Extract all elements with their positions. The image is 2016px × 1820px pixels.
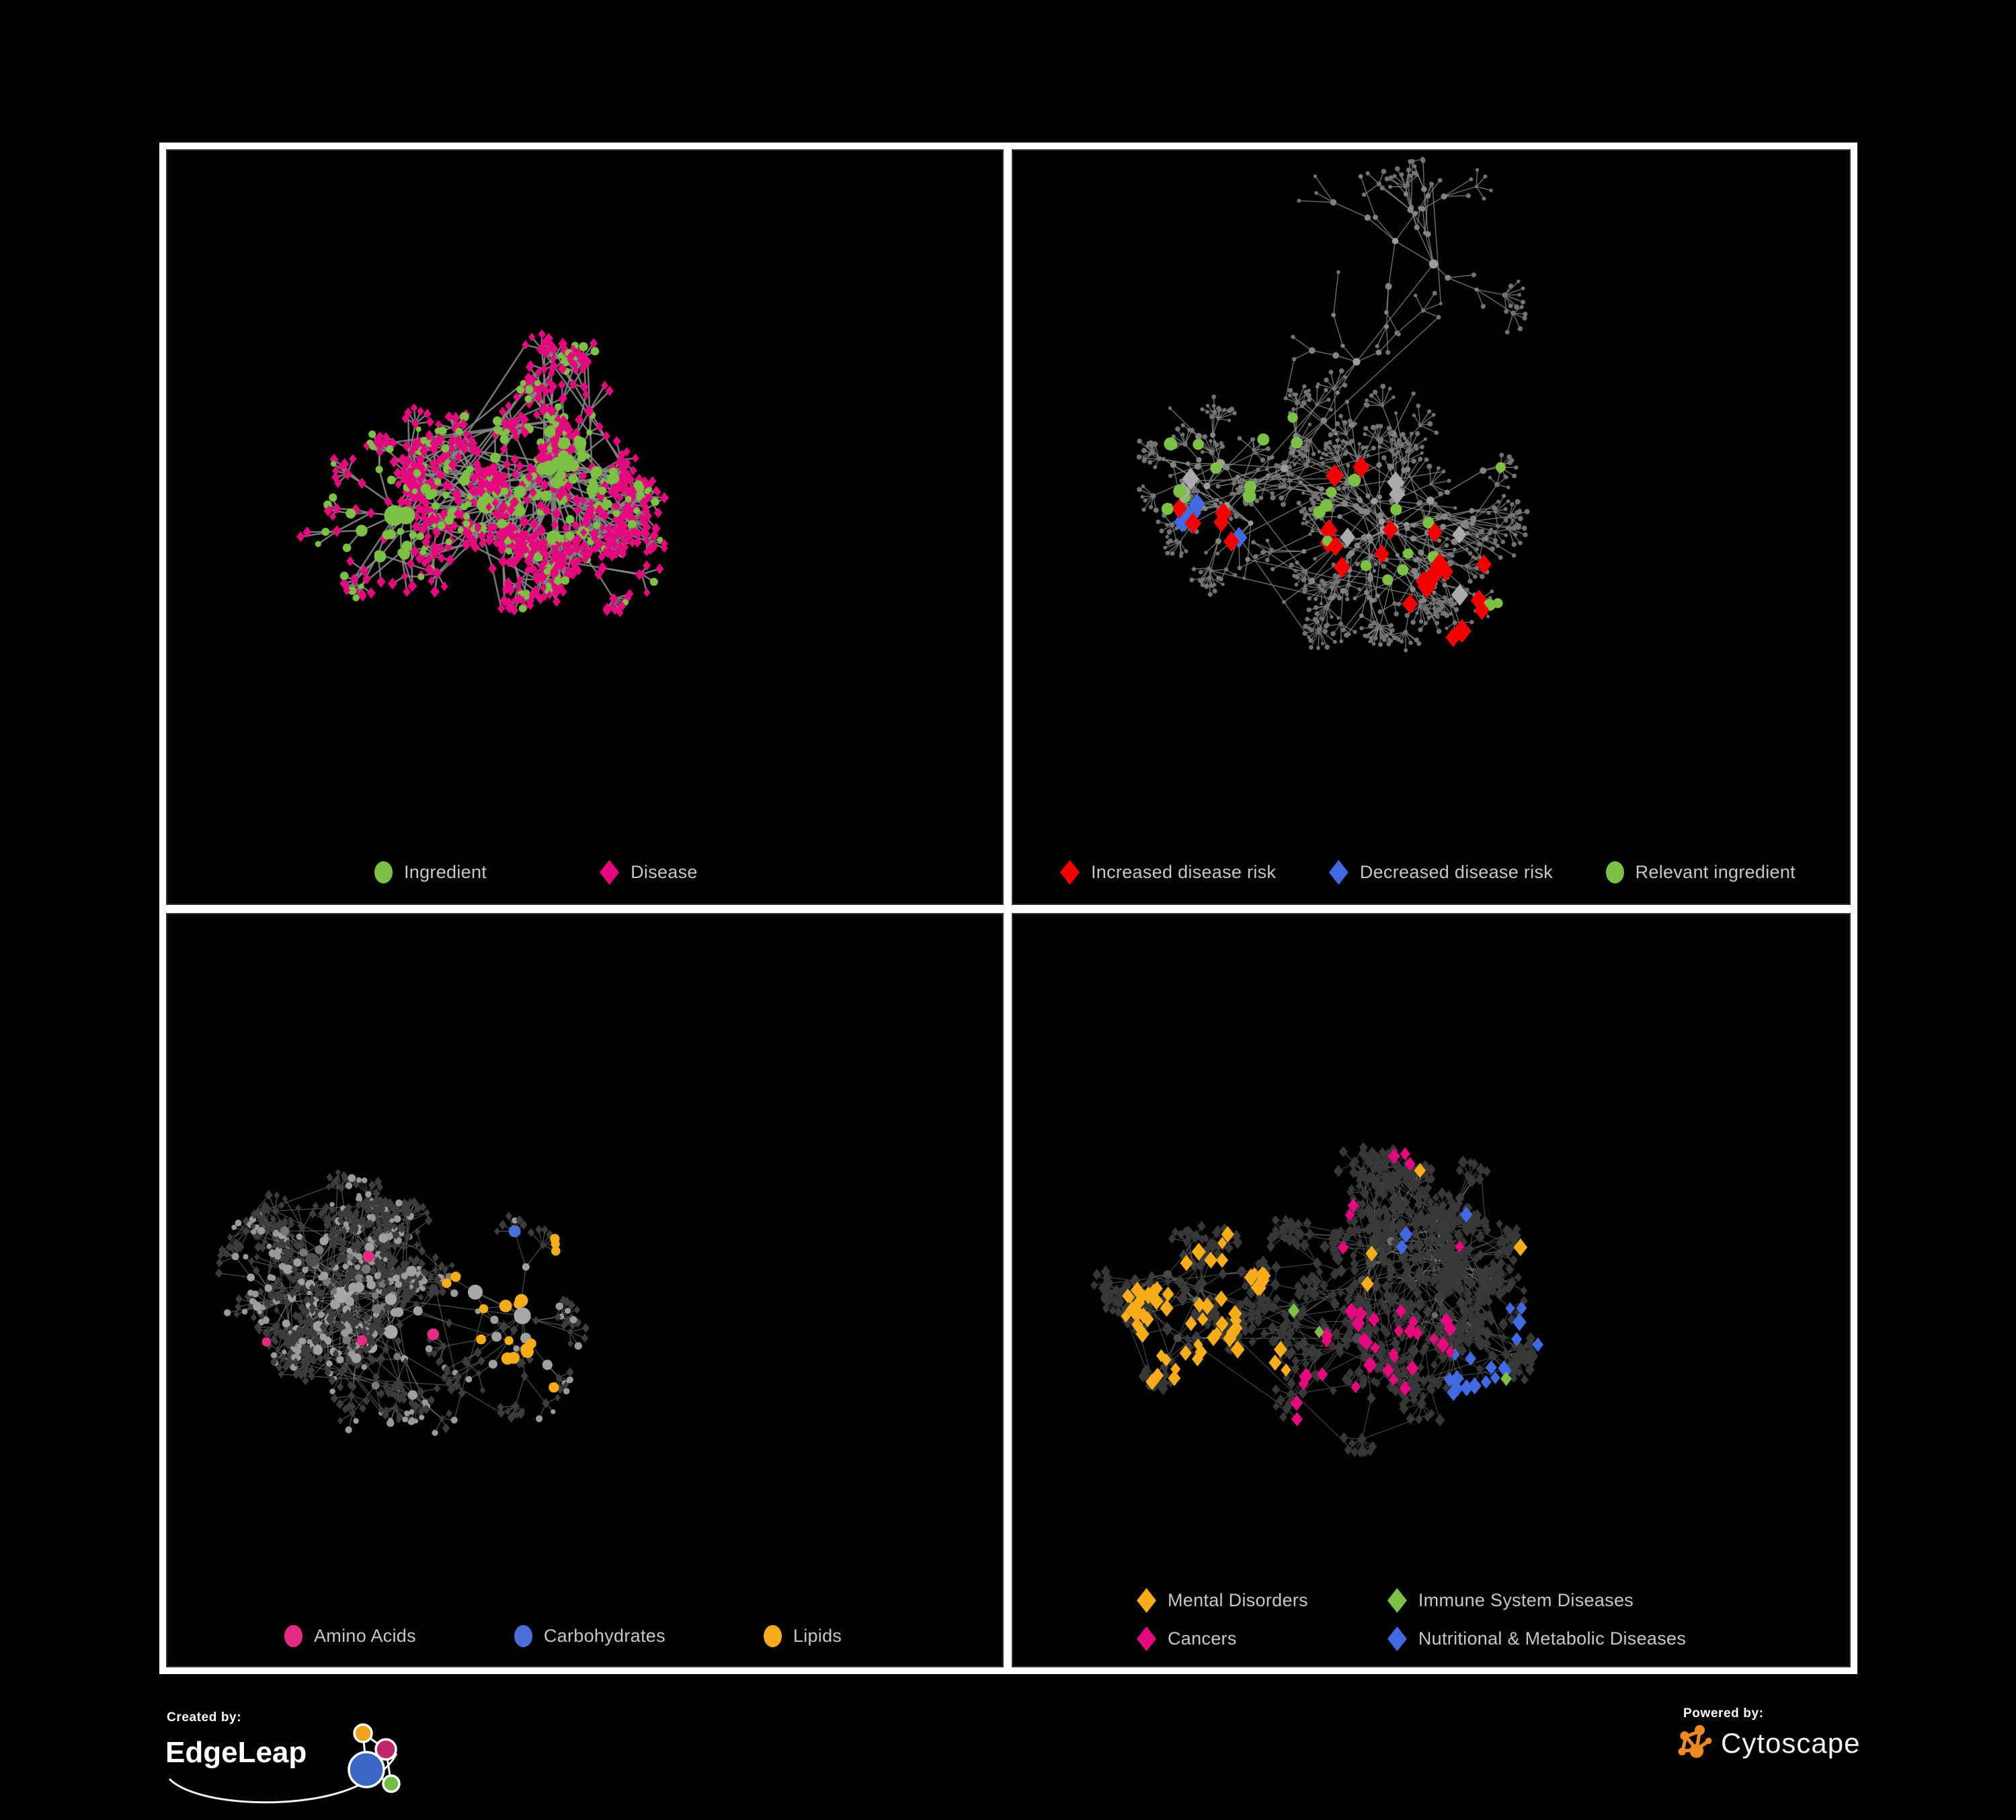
legend: Mental Disorders Immune System Diseases Ca… [1012,1588,1851,1651]
legend-item-immune-system-diseases: Immune System Diseases [1387,1588,1686,1613]
disease-classes-network-graph [1090,1142,1544,1458]
legend-circle-icon [763,1625,782,1647]
legend-diamond-icon [1387,1626,1407,1651]
panel-disease-classes: Mental Disorders Immune System Diseases Ca… [1012,913,1851,1667]
legend-diamond-icon [1060,860,1080,885]
legend-diamond-icon [1137,1626,1156,1651]
edgeleap-credit: Created by: EdgeLeap [161,1709,430,1817]
legend-diamond-icon [1137,1588,1156,1613]
legend-diamond-icon [600,860,620,885]
legend-label: Amino Acids [314,1626,416,1646]
legend-label: Disease [631,862,698,882]
edgeleap-brand: EdgeLeap [161,1723,430,1806]
macronutrients-network-graph [215,1169,590,1436]
panel-macronutrients: Amino Acids Carbohydrates Lipids [166,913,1004,1667]
powered-by-label: Powered by: [1683,1706,1764,1720]
legend-label: Lipids [793,1626,842,1646]
created-by-label: Created by: [167,1710,242,1725]
edgeleap-logo-icon [168,1723,401,1804]
legend-label: Decreased disease risk [1359,862,1554,882]
legend-item-relevant-ingredient: Relevant ingredient [1605,861,1796,883]
disease-risk-network-graph [1136,157,1530,653]
legend-item-nutritional-metabolic-diseases: Nutritional & Metabolic Diseases [1387,1626,1686,1651]
legend-label: Carbohydrates [543,1626,666,1646]
cytoscape-credit: Powered by: Cytoscape [1675,1706,1984,1807]
legend-label: Increased disease risk [1091,862,1277,882]
legend-item-carbohydrates: Carbohydrates [514,1625,666,1647]
legend: Amino Acids Carbohydrates Lipids [166,1625,1004,1647]
legend-label: Relevant ingredient [1635,862,1796,882]
legend-item-decreased-disease-risk: Decreased disease risk [1328,860,1554,885]
legend: Increased disease risk Decreased disease … [1012,860,1851,885]
legend-item-lipids: Lipids [763,1625,842,1647]
legend-item-cancers: Cancers [1137,1626,1308,1651]
legend-item-increased-disease-risk: Increased disease risk [1060,860,1276,885]
cytoscape-logo-icon [1678,1725,1712,1758]
legend-item-disease: Disease [600,860,698,885]
panels-grid: Ingredient Disease Increased disease risk… [159,143,1857,1674]
legend-circle-icon [514,1625,532,1647]
legend-label: Nutritional & Metabolic Diseases [1418,1628,1687,1649]
panel-ingredient-disease: Ingredient Disease [166,149,1004,905]
legend: Ingredient Disease [166,860,1004,885]
legend-circle-icon [374,861,393,883]
legend-circle-icon [1605,861,1624,883]
legend-label: Cancers [1168,1628,1237,1649]
edgeleap-wordmark: EdgeLeap [165,1736,307,1769]
legend-label: Immune System Diseases [1418,1590,1634,1610]
ingredient-disease-network-graph [296,329,669,617]
legend-diamond-icon [1328,860,1348,885]
legend-circle-icon [284,1625,303,1647]
legend-label: Mental Disorders [1168,1590,1308,1610]
legend-item-mental-disorders: Mental Disorders [1137,1588,1308,1613]
cytoscape-wordmark: Cytoscape [1721,1727,1861,1759]
legend-label: Ingredient [404,862,487,882]
legend-item-amino-acids: Amino Acids [284,1625,416,1647]
panel-disease-risk: Increased disease risk Decreased disease … [1012,149,1851,905]
legend-item-ingredient: Ingredient [374,861,487,883]
cytoscape-brand: Cytoscape [1675,1723,1984,1764]
legend-diamond-icon [1387,1588,1407,1613]
